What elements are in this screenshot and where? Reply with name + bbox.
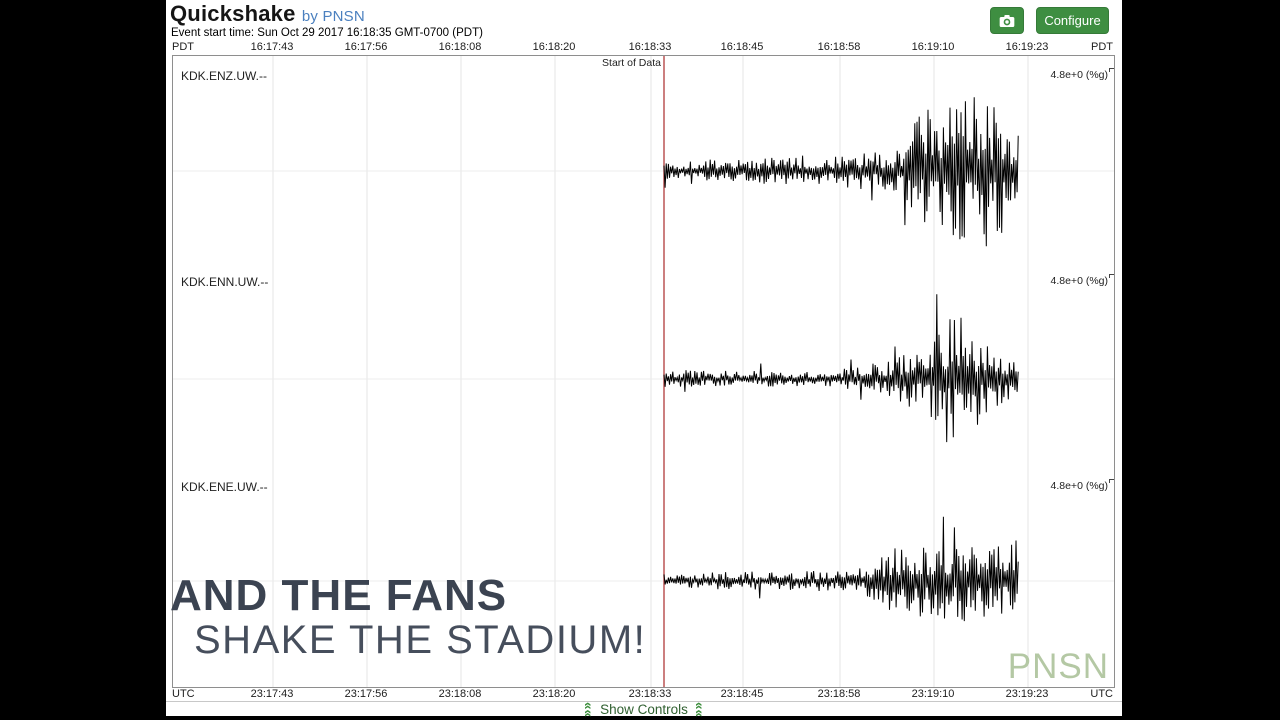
bottom-axis-timezone-left: UTC [172,688,195,700]
caption-line-2: SHAKE THE STADIUM! [194,618,647,662]
bottom-time-axis: UTC UTC 23:17:43 23:17:56 23:18:08 23:18:20… [166,688,1122,701]
seismogram-trace [663,516,1019,622]
axis-tick-label: 23:19:10 [911,688,955,700]
footer-divider [166,701,1122,702]
chevron-up-icon: «« [581,701,597,718]
screenshot-button[interactable] [990,7,1024,34]
seismogram-trace [663,294,1019,443]
traces-canvas [173,56,1114,687]
axis-tick-label: 23:17:56 [344,688,388,700]
axis-tick-label: 16:17:43 [250,41,294,53]
pnsn-watermark: PNSN [1007,647,1109,686]
axis-tick-label: 16:19:10 [911,41,955,53]
bottom-axis-timezone-right: UTC [1090,688,1113,700]
axis-tick-label: 23:18:08 [438,688,482,700]
axis-tick-label: 23:18:58 [817,688,861,700]
seismogram-trace [663,97,1019,247]
show-controls-toggle[interactable]: «« Show Controls «« [166,702,1122,717]
amplitude-scale-tick [1109,68,1114,72]
quickshake-app: Quickshake by PNSN Event start time: Sun… [166,0,1122,717]
axis-tick-label: 23:18:45 [720,688,764,700]
axis-tick-label: 23:19:23 [1005,688,1049,700]
top-axis-timezone-left: PDT [172,41,194,53]
axis-tick-label: 16:18:45 [720,41,764,53]
axis-tick-label: 16:18:33 [628,41,672,53]
axis-tick-label: 16:17:56 [344,41,388,53]
axis-tick-label: 16:18:58 [817,41,861,53]
start-of-data-label: Start of Data [602,57,661,69]
axis-tick-label: 23:17:43 [250,688,294,700]
caption-line-1: AND THE FANS [170,571,508,620]
amplitude-scale-label: 4.8e+0 (%g) [1050,275,1109,287]
amplitude-scale-tick [1109,479,1114,483]
axis-tick-label: 23:18:20 [532,688,576,700]
show-controls-label: Show Controls [600,702,688,717]
chevron-up-icon: «« [691,701,707,718]
byline-link[interactable]: by PNSN [301,8,365,25]
top-time-axis: PDT PDT 16:17:43 16:17:56 16:18:08 16:18:20… [166,41,1122,54]
station-label: KDK.ENN.UW.-- [181,275,269,289]
seismogram-plot[interactable]: Start of Data PNSN KDK.ENZ.UW.-- 4.8e+0 (… [172,55,1115,688]
station-label: KDK.ENE.UW.-- [181,480,268,494]
amplitude-scale-label: 4.8e+0 (%g) [1050,69,1109,81]
top-axis-timezone-right: PDT [1091,41,1113,53]
axis-tick-label: 16:18:20 [532,41,576,53]
camera-icon [999,14,1015,28]
configure-button[interactable]: Configure [1036,7,1109,34]
axis-tick-label: 23:18:33 [628,688,672,700]
page-title: Quickshake by PNSN [170,1,365,27]
axis-tick-label: 16:19:23 [1005,41,1049,53]
axis-tick-label: 16:18:08 [438,41,482,53]
amplitude-scale-tick [1109,274,1114,278]
station-label: KDK.ENZ.UW.-- [181,69,267,83]
app-title: Quickshake [170,1,296,26]
amplitude-scale-label: 4.8e+0 (%g) [1050,480,1109,492]
event-start-time: Event start time: Sun Oct 29 2017 16:18:… [171,27,483,39]
